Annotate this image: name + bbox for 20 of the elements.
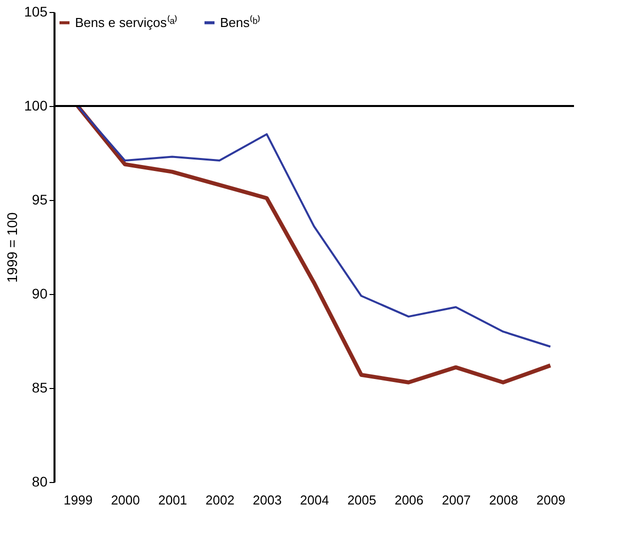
y-tick-label: 85 — [32, 380, 48, 396]
y-tick-label: 80 — [32, 474, 48, 490]
x-tick-label: 2000 — [110, 492, 140, 508]
y-tick-label: 90 — [32, 286, 48, 302]
y-axis-title: 1999 = 100 — [4, 212, 20, 283]
x-tick-label: 2009 — [536, 492, 566, 508]
y-tick-label: 100 — [24, 98, 48, 114]
x-tick-label: 2004 — [300, 492, 329, 508]
x-tick-label: 2002 — [205, 492, 234, 508]
x-tick-label: 2008 — [489, 492, 518, 508]
legend-label: Bens⁽ᵇ⁾ — [220, 14, 261, 30]
legend-label: Bens e serviços⁽ᵃ⁾ — [75, 14, 178, 30]
x-tick-label: 2005 — [347, 492, 376, 508]
x-tick-label: 2006 — [394, 492, 424, 508]
y-tick-label: 105 — [24, 4, 48, 20]
x-tick-label: 1999 — [64, 492, 93, 508]
x-tick-label: 2003 — [252, 492, 282, 508]
x-tick-label: 2001 — [158, 492, 188, 508]
x-tick-label: 2007 — [442, 492, 471, 508]
y-tick-label: 95 — [32, 192, 48, 208]
